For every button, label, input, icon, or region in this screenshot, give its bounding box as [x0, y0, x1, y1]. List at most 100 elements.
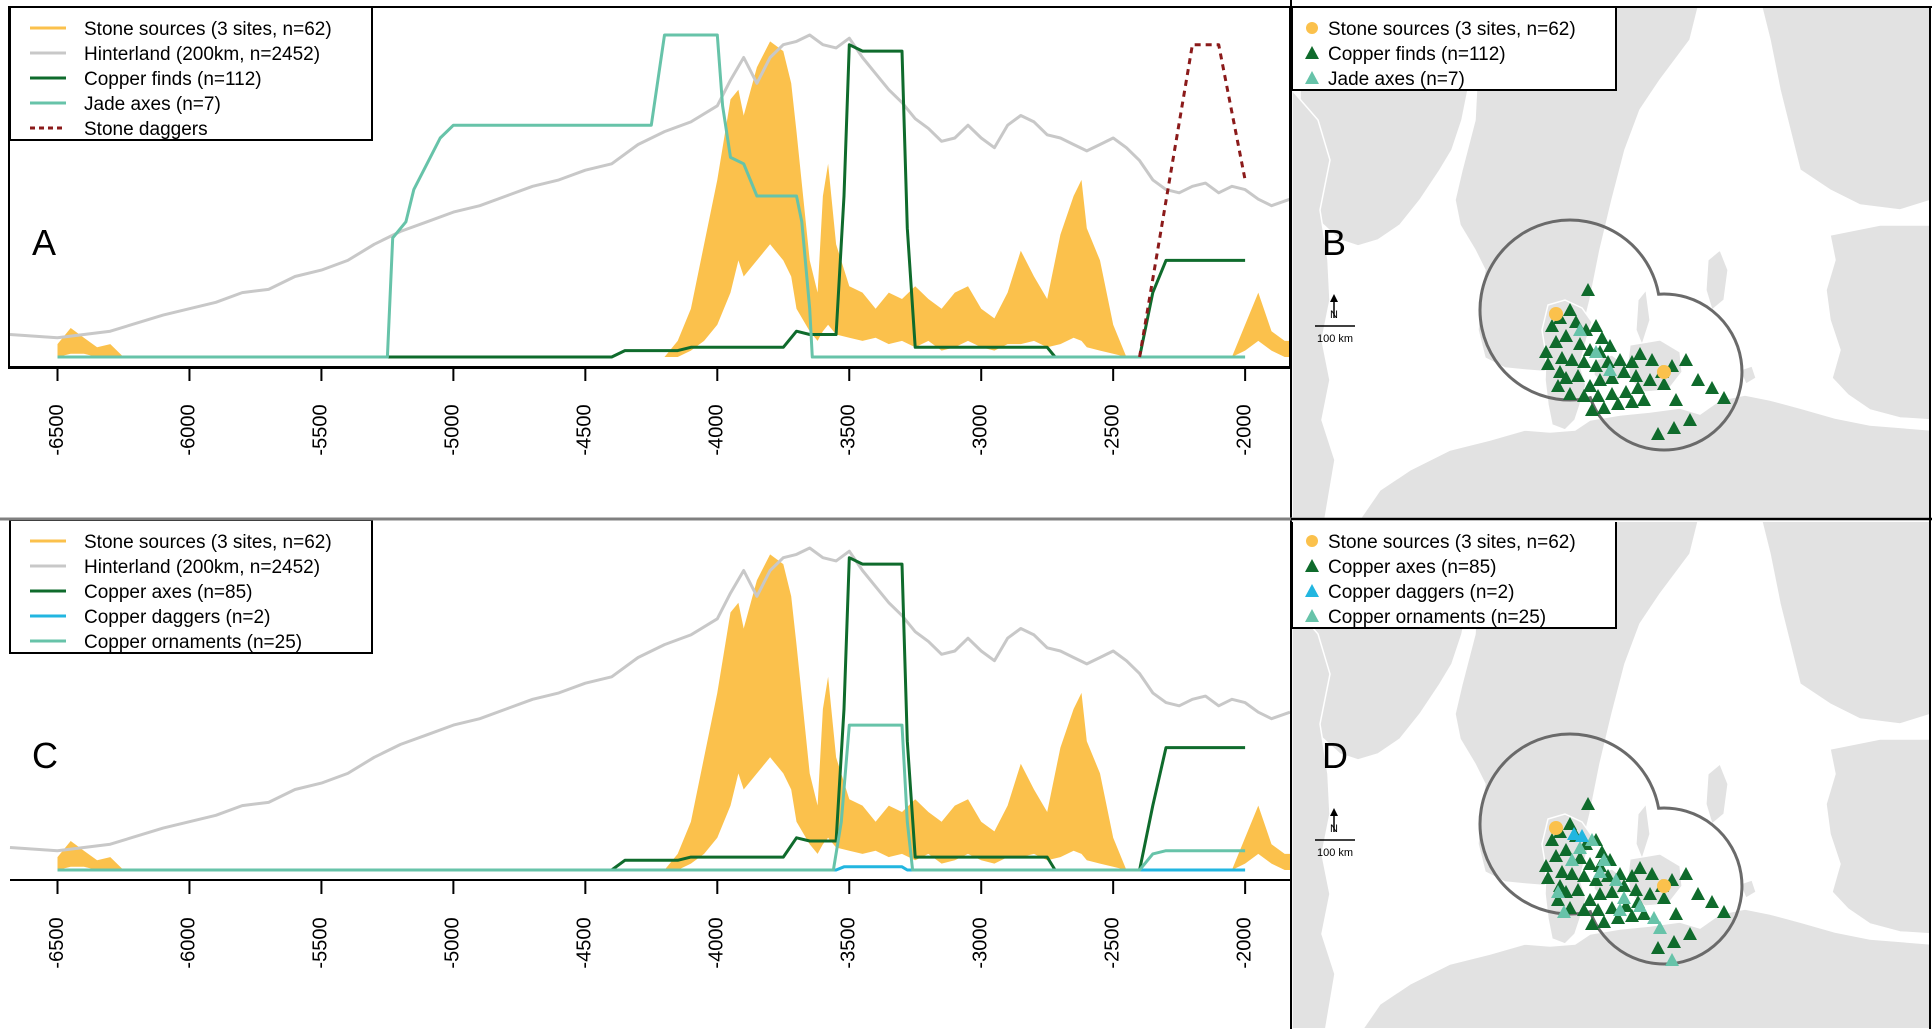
panel-d-north-arrow: N 100 km: [1315, 808, 1355, 859]
copper-ornament-marker: [1609, 873, 1623, 886]
scale-bar-label: 100 km: [1317, 333, 1353, 345]
panel-c-band-layer: [9, 546, 1291, 870]
series-line-hinterland-200km-n-2452: [9, 546, 1291, 853]
legend-box: [1292, 8, 1617, 91]
x-tick-label: -6000: [178, 404, 200, 455]
copper-find-marker: [1717, 391, 1731, 404]
copper-find-marker: [1605, 387, 1619, 400]
copper-axe-marker: [1581, 797, 1595, 810]
copper-axe-marker: [1585, 917, 1599, 930]
jade-axe-marker: [1603, 363, 1617, 376]
copper-axe-marker: [1691, 887, 1705, 900]
copper-axe-marker: [1633, 861, 1647, 874]
legend-label: Copper ornaments (n=25): [1328, 607, 1546, 628]
x-tick-label: -2000: [1233, 404, 1255, 455]
copper-ornament-marker: [1613, 903, 1627, 916]
copper-axe-marker: [1559, 843, 1573, 856]
copper-axe-marker: [1577, 903, 1591, 916]
panel-a-tick-layer: -6500 -6000 -5500 -5000 -4500 -4000 -3500 -3000…: [46, 367, 1255, 456]
copper-axe-marker: [1565, 867, 1579, 880]
copper-axe-marker: [1667, 935, 1681, 948]
copper-find-marker: [1589, 359, 1603, 372]
copper-find-marker: [1583, 379, 1597, 392]
series-line-jade-axes-n-7: [57, 33, 1246, 359]
copper-find-marker: [1585, 403, 1599, 416]
jade-axe-marker: [1573, 323, 1587, 336]
copper-dagger-marker: [1575, 829, 1589, 842]
copper-find-marker: [1589, 319, 1603, 332]
copper-ornament-marker: [1633, 899, 1647, 912]
copper-find-marker: [1657, 377, 1671, 390]
panel-b-north-arrow: N 100 km: [1315, 294, 1355, 345]
legend-label: Hinterland (200km, n=2452): [84, 44, 320, 65]
copper-find-marker: [1541, 357, 1555, 370]
x-tick-label: -3000: [969, 917, 991, 968]
copper-ornament-marker: [1647, 911, 1661, 924]
legend-marker: [1305, 584, 1319, 597]
copper-find-marker: [1629, 369, 1643, 382]
panel-c-line-layer: [57, 556, 1246, 872]
legend-box: [9, 519, 373, 654]
legend-label: Copper axes (n=85): [84, 582, 252, 603]
panel-c-label: C: [32, 735, 58, 776]
stone-source-marker: [1549, 307, 1563, 321]
copper-axe-marker: [1717, 905, 1731, 918]
copper-axe-marker: [1597, 915, 1611, 928]
copper-find-marker: [1581, 283, 1595, 296]
legend-label: Copper ornaments (n=25): [84, 632, 302, 653]
copper-find-marker: [1617, 365, 1631, 378]
stone-source-marker: [1549, 821, 1563, 835]
legend-label: Copper daggers (n=2): [84, 607, 270, 628]
copper-find-marker: [1705, 381, 1719, 394]
panel-b-map: B N 100 km Stone sources (3 sites, n=62)…: [1292, 8, 1930, 519]
copper-find-marker: [1611, 397, 1625, 410]
copper-axe-marker: [1539, 859, 1553, 872]
x-tick-label: -4500: [574, 917, 596, 968]
copper-find-marker: [1643, 373, 1657, 386]
legend-marker: [1305, 46, 1319, 59]
copper-axe-marker: [1591, 903, 1605, 916]
x-tick-label: -6000: [178, 917, 200, 968]
copper-axe-marker: [1589, 873, 1603, 886]
copper-find-marker: [1667, 421, 1681, 434]
copper-find-marker: [1601, 355, 1615, 368]
stone-source-marker: [1657, 879, 1671, 893]
copper-ornament-marker: [1665, 953, 1679, 966]
copper-axe-marker: [1679, 867, 1693, 880]
copper-find-marker: [1619, 385, 1633, 398]
copper-axe-marker: [1669, 907, 1683, 920]
copper-axe-marker: [1549, 849, 1563, 862]
legend-marker: [1305, 71, 1319, 84]
panel-a-chart: -6500 -6000 -5500 -5000 -4500 -4000 -3500 -3000…: [9, 6, 1291, 456]
panel-d-map: D N 100 km Stone sources (3 sites, n=62)…: [1292, 522, 1930, 1028]
legend-label: Stone sources (3 sites, n=62): [84, 19, 332, 40]
panel-c-chart: -6500 -6000 -5500 -5000 -4500 -4000 -3500 -3000…: [9, 519, 1291, 969]
copper-axe-marker: [1555, 865, 1569, 878]
copper-axe-marker: [1545, 833, 1559, 846]
x-tick-label: -2500: [1101, 404, 1123, 455]
copper-axe-marker: [1705, 895, 1719, 908]
copper-axe-marker: [1577, 869, 1591, 882]
copper-find-marker: [1683, 413, 1697, 426]
copper-find-marker: [1591, 389, 1605, 402]
copper-find-marker: [1597, 401, 1611, 414]
panel-a-legend: Stone sources (3 sites, n=62) Hinterland …: [9, 6, 373, 141]
copper-find-marker: [1613, 353, 1627, 366]
copper-axe-marker: [1625, 869, 1639, 882]
copper-axe-marker: [1683, 927, 1697, 940]
copper-find-marker: [1637, 393, 1651, 406]
legend-label: Copper daggers (n=2): [1328, 582, 1514, 603]
copper-axe-marker: [1617, 879, 1631, 892]
panel-a-band-layer: [9, 33, 1291, 358]
panel-b-legend: Stone sources (3 sites, n=62) Copper find…: [1292, 8, 1617, 91]
x-tick-label: -3500: [838, 917, 860, 968]
copper-find-marker: [1539, 345, 1553, 358]
copper-ornament-marker: [1653, 921, 1667, 934]
series-line-copper-ornaments-n-25: [57, 723, 1246, 872]
copper-axe-marker: [1625, 909, 1639, 922]
copper-find-marker: [1555, 351, 1569, 364]
copper-find-marker: [1551, 379, 1565, 392]
copper-axe-marker: [1593, 887, 1607, 900]
x-tick-label: -5500: [310, 917, 332, 968]
